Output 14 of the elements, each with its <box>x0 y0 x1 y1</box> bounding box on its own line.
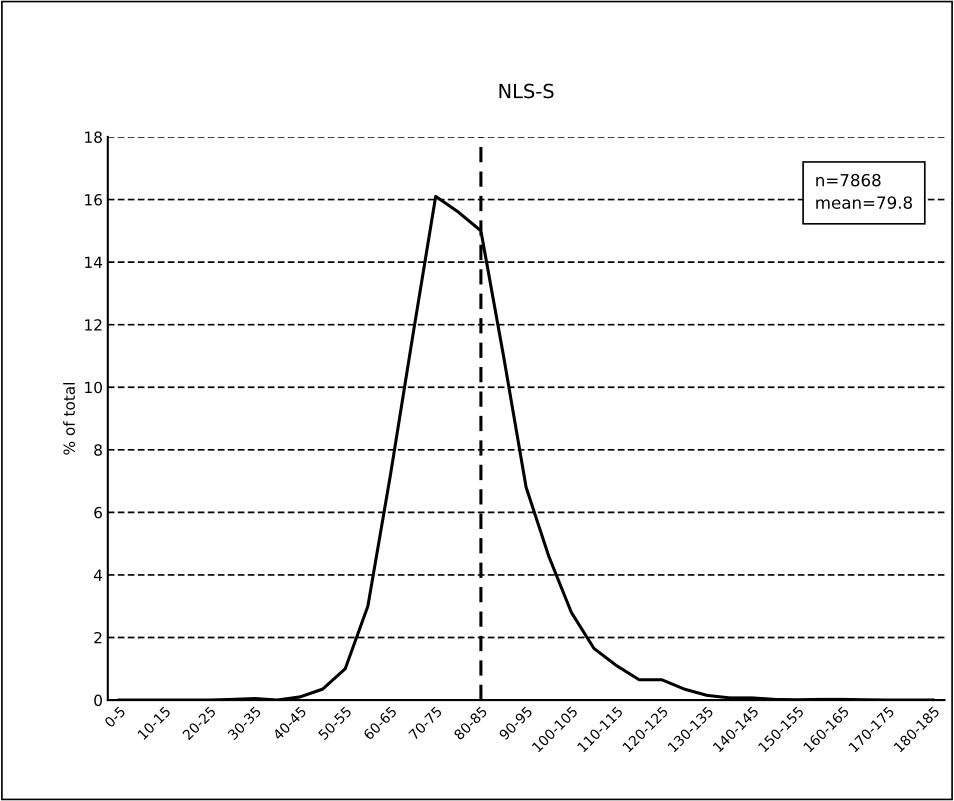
y-tick-label: 14 <box>85 256 102 268</box>
y-tick-label: 0 <box>94 694 102 706</box>
y-tick-label: 8 <box>94 444 102 456</box>
y-tick-label: 18 <box>85 131 102 143</box>
y-tick-label: 4 <box>94 570 102 581</box>
y-tick-label: 12 <box>85 319 102 330</box>
y-axis-title: % of total <box>63 383 75 455</box>
y-tick-label: 2 <box>94 632 102 644</box>
y-tick-label: 10 <box>85 382 102 394</box>
chart-title: NLS-S <box>499 84 554 98</box>
x-tick-label: 0-5 <box>104 706 126 728</box>
y-tick-label: 6 <box>94 506 102 518</box>
y-tick-label: 16 <box>85 194 102 206</box>
annotation: n=7868 mean=79.8 <box>816 174 912 209</box>
